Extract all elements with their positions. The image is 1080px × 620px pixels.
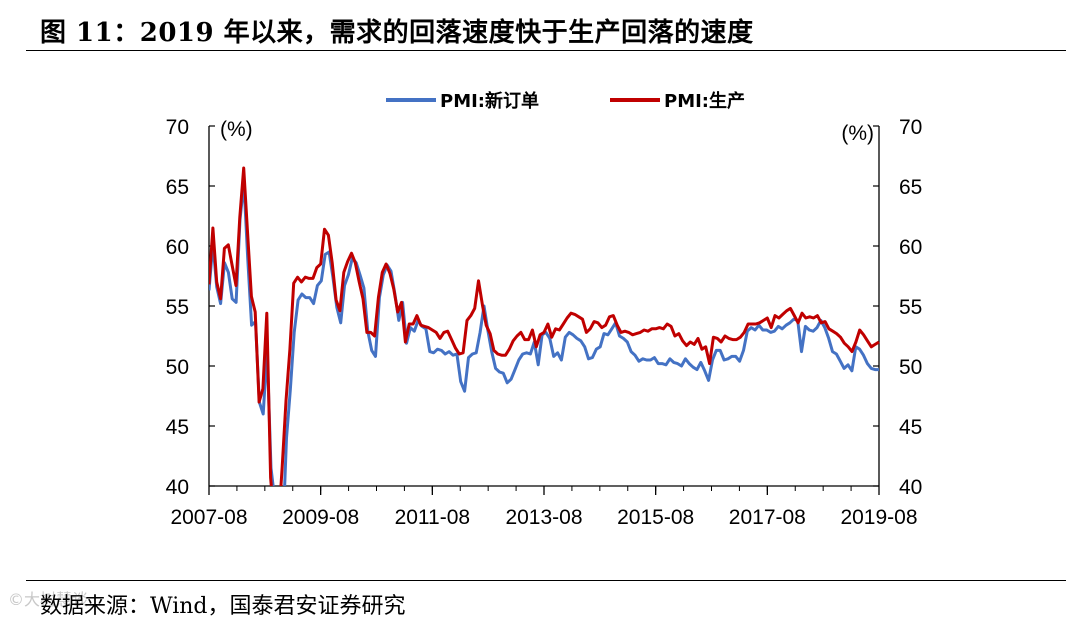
y-tick-label-right: 50 bbox=[899, 356, 922, 379]
y-tick-label-left: 60 bbox=[166, 236, 189, 259]
y-unit-label-left: (%) bbox=[220, 118, 253, 141]
y-tick-label-right: 55 bbox=[899, 296, 922, 319]
x-tick-label: 2011-08 bbox=[395, 506, 471, 529]
legend-label: PMI:新订单 bbox=[440, 90, 539, 112]
y-tick-label-left: 45 bbox=[166, 416, 189, 439]
y-tick-label-right: 65 bbox=[899, 176, 922, 199]
x-tick-label: 2013-08 bbox=[505, 506, 582, 529]
x-tick-label: 2009-08 bbox=[282, 506, 359, 529]
x-tick-label: 2015-08 bbox=[617, 506, 694, 529]
legend-label: PMI:生产 bbox=[664, 90, 745, 112]
y-unit-label-right: (%) bbox=[841, 122, 874, 145]
y-tick-label-right: 40 bbox=[899, 476, 922, 499]
y-tick-label-right: 70 bbox=[899, 116, 922, 139]
y-tick-label-left: 70 bbox=[166, 116, 189, 139]
x-tick-label: 2007-08 bbox=[170, 506, 247, 529]
x-tick-label: 2019-08 bbox=[840, 506, 917, 529]
y-tick-label-left: 40 bbox=[166, 476, 189, 499]
watermark-logo: ©大树慧谈 bbox=[8, 590, 89, 609]
x-tick-label: 2017-08 bbox=[729, 506, 806, 529]
y-tick-label-left: 55 bbox=[166, 296, 189, 319]
source-rule bbox=[26, 580, 1066, 581]
y-tick-label-right: 60 bbox=[899, 236, 922, 259]
source-note: 数据来源：Wind，国泰君安证券研究 bbox=[40, 594, 406, 619]
title-rule bbox=[26, 50, 1066, 51]
y-tick-label-left: 50 bbox=[166, 356, 189, 379]
series-line-production bbox=[209, 166, 880, 486]
figure-title: 图 11：2019 年以来，需求的回落速度快于生产回落的速度 bbox=[40, 18, 754, 48]
y-tick-label-right: 45 bbox=[899, 416, 922, 439]
y-tick-label-left: 65 bbox=[166, 176, 189, 199]
